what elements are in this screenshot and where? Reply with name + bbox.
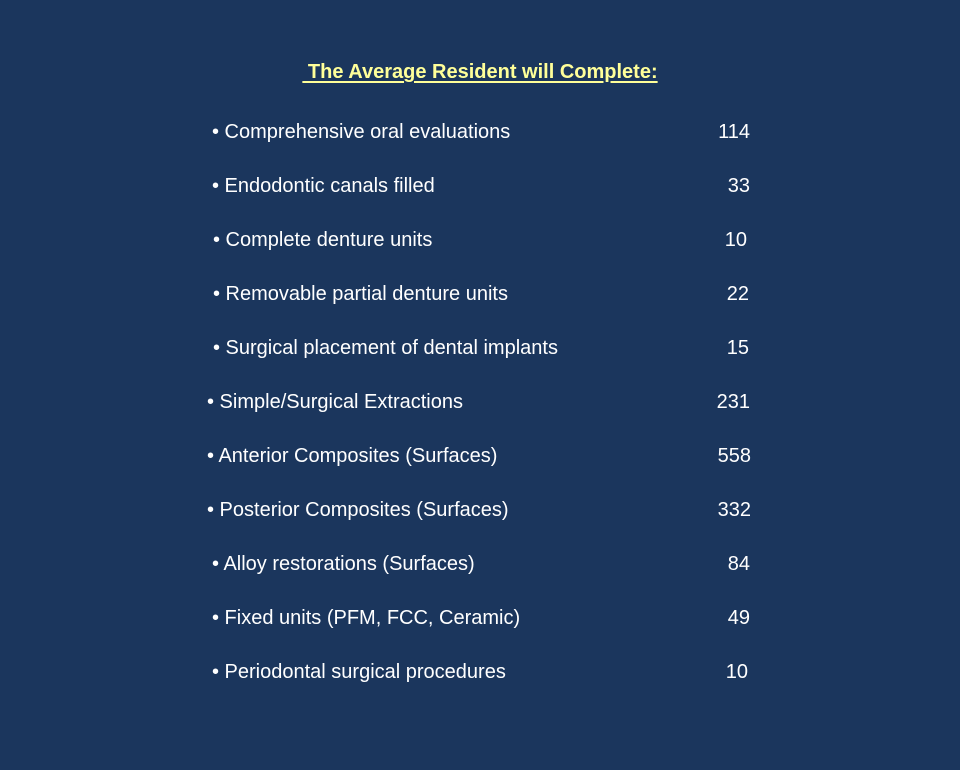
list-item: • Fixed units (PFM, FCC, Ceramic) 49 bbox=[212, 604, 750, 632]
list-item: • Removable partial denture units 22 bbox=[213, 280, 749, 308]
item-value: 49 bbox=[727, 607, 750, 629]
slide: The Average Resident will Complete: • Co… bbox=[207, 61, 751, 686]
item-label: • Comprehensive oral evaluations bbox=[212, 121, 511, 143]
list-item: • Posterior Composites (Surfaces) 332 bbox=[207, 496, 751, 524]
item-value: 22 bbox=[726, 283, 749, 305]
item-value: 114 bbox=[718, 121, 750, 143]
list-item: • Comprehensive oral evaluations 114 bbox=[212, 118, 750, 146]
item-value: 10 bbox=[725, 661, 748, 683]
list-item: • Simple/Surgical Extractions 231 bbox=[207, 388, 750, 416]
list-item: • Periodontal surgical procedures 10 bbox=[212, 658, 748, 686]
item-label: • Fixed units (PFM, FCC, Ceramic) bbox=[212, 607, 521, 629]
item-label: • Endodontic canals filled bbox=[212, 175, 435, 197]
item-value: 10 bbox=[724, 229, 747, 251]
slide-title: The Average Resident will Complete: bbox=[302, 61, 658, 83]
item-label: • Anterior Composites (Surfaces) bbox=[207, 445, 498, 467]
item-label: • Periodontal surgical procedures bbox=[212, 661, 506, 683]
list-item: • Anterior Composites (Surfaces) 558 bbox=[207, 442, 751, 470]
item-value: 231 bbox=[716, 391, 750, 413]
list-item: • Alloy restorations (Surfaces) 84 bbox=[212, 550, 750, 578]
item-label: • Complete denture units bbox=[213, 229, 433, 251]
item-value: 84 bbox=[727, 553, 750, 575]
item-label: • Alloy restorations (Surfaces) bbox=[212, 553, 475, 575]
list-item: • Endodontic canals filled 33 bbox=[212, 172, 750, 200]
item-label: • Surgical placement of dental implants bbox=[213, 337, 558, 359]
item-value: 332 bbox=[717, 499, 751, 521]
item-value: 558 bbox=[717, 445, 751, 467]
item-label: • Posterior Composites (Surfaces) bbox=[207, 499, 509, 521]
item-value: 33 bbox=[727, 175, 750, 197]
item-value: 15 bbox=[726, 337, 749, 359]
item-label: • Simple/Surgical Extractions bbox=[207, 391, 463, 413]
item-label: • Removable partial denture units bbox=[213, 283, 508, 305]
list-item: • Complete denture units 10 bbox=[213, 226, 747, 254]
list-item: • Surgical placement of dental implants … bbox=[213, 334, 749, 362]
